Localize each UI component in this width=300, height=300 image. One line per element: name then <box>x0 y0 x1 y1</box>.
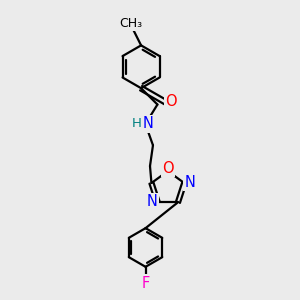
Text: N: N <box>147 194 158 209</box>
Text: N: N <box>184 175 195 190</box>
Text: O: O <box>162 161 174 176</box>
Text: H: H <box>132 117 142 130</box>
Text: F: F <box>141 276 150 291</box>
Text: N: N <box>143 116 154 131</box>
Text: CH₃: CH₃ <box>119 17 142 31</box>
Text: O: O <box>165 94 177 109</box>
